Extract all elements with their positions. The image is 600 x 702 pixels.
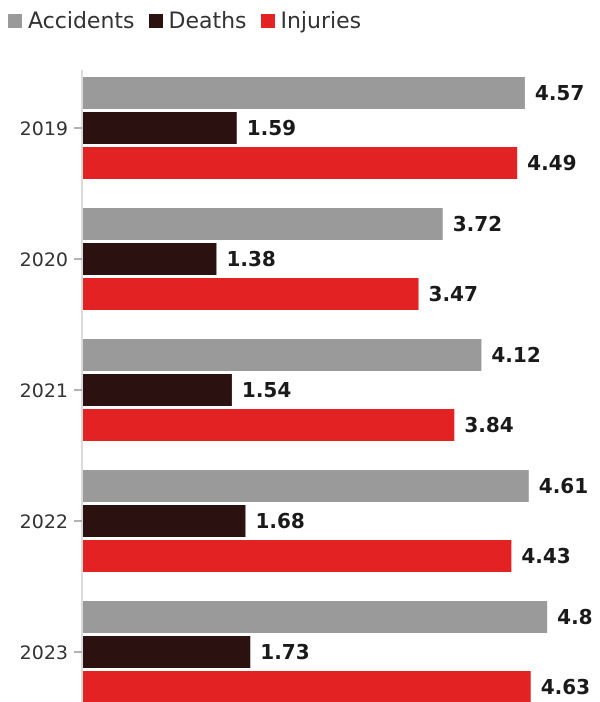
bar-accidents-2020 — [83, 208, 443, 240]
legend-swatch-deaths — [148, 14, 163, 28]
bar-injuries-2019 — [83, 147, 518, 179]
value-label-injuries-2023: 4.63 — [541, 675, 590, 699]
bar-injuries-2023 — [83, 671, 531, 702]
legend-swatch-accidents — [8, 14, 22, 28]
value-label-accidents-2020: 3.72 — [453, 212, 502, 236]
legend-item-accidents: Accidents — [8, 9, 135, 34]
value-label-deaths-2021: 1.54 — [242, 378, 291, 402]
bar-injuries-2022 — [83, 540, 512, 572]
bar-deaths-2022 — [83, 505, 246, 537]
value-label-injuries-2021: 3.84 — [464, 413, 513, 437]
legend: Accidents Deaths Injuries — [8, 6, 361, 36]
legend-label-accidents: Accidents — [28, 8, 135, 34]
value-label-accidents-2022: 4.61 — [539, 474, 588, 498]
value-label-injuries-2022: 4.43 — [521, 544, 570, 568]
bar-accidents-2023 — [83, 601, 548, 633]
value-label-deaths-2020: 1.38 — [226, 247, 275, 271]
legend-item-injuries: Injuries — [260, 8, 362, 34]
bar-accidents-2019 — [83, 77, 525, 109]
bar-injuries-2020 — [83, 278, 419, 310]
y-tick-label-2023: 2023 — [20, 642, 68, 664]
bar-deaths-2023 — [83, 636, 251, 668]
bar-accidents-2021 — [83, 339, 482, 371]
value-label-deaths-2023: 1.73 — [260, 640, 309, 664]
legend-label-deaths: Deaths — [168, 8, 247, 34]
bar-deaths-2021 — [83, 374, 232, 406]
y-tick-label-2019: 2019 — [20, 118, 68, 140]
value-label-deaths-2019: 1.59 — [247, 116, 296, 140]
y-tick-label-2021: 2021 — [20, 380, 68, 402]
legend-label-injuries: Injuries — [280, 8, 362, 34]
value-label-accidents-2021: 4.12 — [491, 343, 540, 367]
bar-deaths-2019 — [83, 112, 237, 144]
value-label-accidents-2019: 4.57 — [535, 81, 584, 105]
value-label-accidents-2023: 4.8 — [557, 605, 592, 629]
bar-injuries-2021 — [83, 409, 455, 441]
bar-deaths-2020 — [83, 243, 217, 275]
value-label-deaths-2022: 1.68 — [255, 509, 304, 533]
y-tick-label-2020: 2020 — [20, 249, 68, 271]
y-tick-label-2022: 2022 — [20, 511, 68, 533]
value-label-injuries-2020: 3.47 — [429, 282, 478, 306]
bar-accidents-2022 — [83, 470, 529, 502]
legend-item-deaths: Deaths — [148, 8, 247, 34]
value-label-injuries-2019: 4.49 — [527, 151, 576, 175]
legend-swatch-injuries — [260, 14, 275, 28]
